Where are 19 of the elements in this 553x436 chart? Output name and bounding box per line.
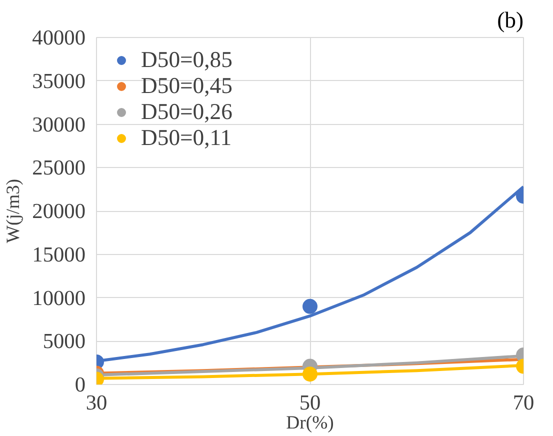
- y-tick-label: 10000: [32, 286, 86, 310]
- y-tick-label: 25000: [32, 156, 86, 180]
- legend-label: D50=0,11: [141, 125, 232, 151]
- x-tick-label: 30: [86, 390, 108, 414]
- y-tick-label: 30000: [32, 112, 86, 136]
- y-tick-label: 0: [74, 372, 86, 396]
- x-axis-title: Dr(%): [286, 412, 334, 434]
- y-tick-label: 35000: [32, 68, 86, 93]
- y-tick-label: 40000: [32, 26, 86, 50]
- text: (b): [497, 8, 524, 32]
- legend-label: D50=0,45: [141, 73, 232, 99]
- y-axis-title: W(j/m3): [3, 178, 24, 244]
- legend-label: D50=0,26: [141, 99, 232, 125]
- x-tick-label: 50: [299, 390, 321, 414]
- y-tick-label: 15000: [32, 242, 86, 266]
- y-tick-label: 5000: [42, 329, 86, 354]
- x-tick-label: 70: [512, 390, 534, 414]
- y-tick-label: 20000: [32, 199, 86, 223]
- legend-label: D50=0,85: [141, 47, 232, 73]
